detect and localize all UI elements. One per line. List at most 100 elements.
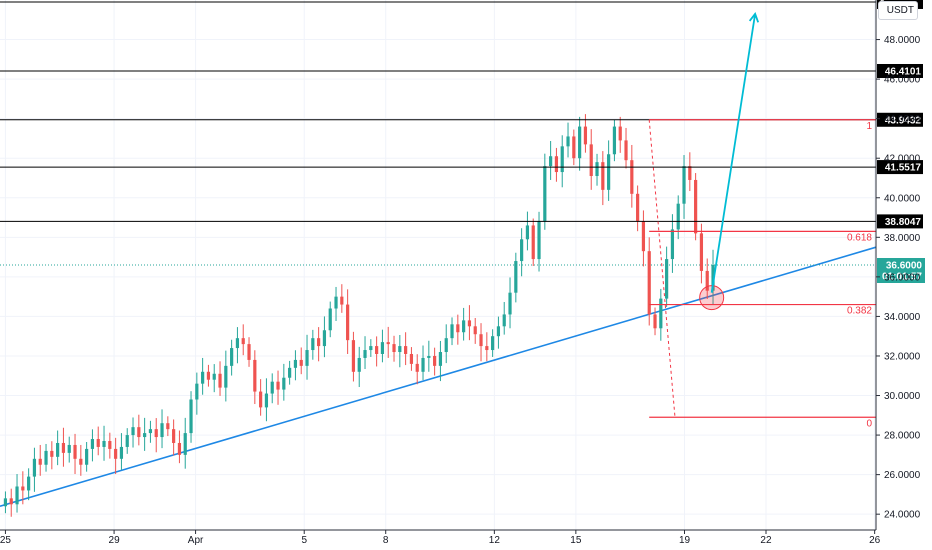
candle-body — [230, 348, 234, 366]
candle-body — [148, 429, 153, 434]
candle-body — [670, 229, 675, 260]
candle-body — [485, 346, 489, 351]
candle-body — [311, 338, 315, 351]
candle-body — [166, 423, 170, 430]
time-tick-label: 25 — [0, 535, 11, 546]
candle-body — [3, 498, 8, 507]
candle-body — [96, 439, 100, 447]
candle-body — [659, 298, 663, 329]
candle-body — [491, 336, 495, 351]
candle-body — [450, 324, 454, 339]
candle-body — [357, 357, 361, 372]
candle-body — [473, 326, 477, 335]
candle-body — [299, 359, 303, 366]
time-tick-label: 8 — [383, 535, 389, 546]
candle-body — [705, 270, 709, 291]
candle-body — [224, 365, 228, 388]
candle-body — [143, 433, 147, 438]
fibonacci-layer: 1 0.618 0.382 0 — [648, 119, 876, 429]
price-tick-label: 44.0000 — [884, 114, 921, 125]
candle-body — [15, 486, 19, 505]
candle-body — [351, 340, 356, 372]
candle-body — [694, 179, 698, 234]
price-tick-label: 36.0000 — [884, 272, 921, 283]
projection-layer — [710, 11, 760, 293]
candle-body — [44, 450, 48, 465]
resistance-tag-bg — [877, 63, 923, 78]
candle-body — [218, 373, 222, 388]
resistance-lines-layer: 446.410143.943241.551738.804736.600001:0… — [0, 0, 925, 283]
price-axis[interactable]: 24.0000 26.0000 28.0000 30.0000 32.0000 34.00… — [875, 0, 921, 530]
candle-body — [409, 353, 414, 364]
candle-body — [421, 357, 425, 372]
candle-body — [566, 136, 570, 147]
candle-body — [641, 221, 646, 252]
candle-body — [340, 296, 344, 305]
candle-body — [241, 338, 245, 345]
candle-body — [549, 156, 553, 167]
candle-body — [682, 166, 686, 204]
time-tick-label: 15 — [570, 535, 582, 546]
time-tick-label: 5 — [301, 535, 307, 546]
fib-level-label: 0.618 — [847, 232, 872, 243]
candle-body — [195, 383, 199, 400]
resistance-tag-bg — [877, 214, 923, 229]
candle-body — [525, 225, 530, 240]
candle-body — [282, 377, 286, 390]
candle-body — [73, 444, 77, 459]
candle-body — [79, 458, 83, 465]
price-tick-label: 38.0000 — [884, 233, 921, 244]
candle-body — [317, 338, 321, 347]
candle-body — [607, 154, 611, 190]
candle-body — [554, 156, 559, 173]
candle-body — [172, 429, 176, 443]
candle-body — [578, 126, 582, 159]
time-tick-label: 29 — [109, 535, 121, 546]
candle-body — [259, 391, 263, 408]
candle-body — [456, 324, 460, 333]
candle-body — [543, 166, 547, 222]
candle-body — [85, 448, 89, 465]
candles-layer — [3, 114, 715, 517]
candle-body — [206, 371, 211, 380]
fib-swing-line — [648, 119, 676, 418]
candle-body — [375, 346, 379, 354]
candle-body — [398, 346, 402, 353]
candle-body — [537, 221, 541, 260]
price-tick-label: 28.0000 — [884, 431, 921, 442]
currency-badge[interactable]: USDT — [878, 1, 918, 20]
candle-body — [21, 486, 25, 491]
fib-level-label: 0 — [866, 418, 872, 429]
resistance-tag: 46.4101 — [885, 66, 922, 77]
candle-body — [119, 446, 124, 459]
candle-body — [114, 448, 118, 459]
price-tick-label: 32.0000 — [884, 351, 921, 362]
price-tick-label: 48.0000 — [884, 35, 921, 46]
candle-body — [189, 399, 193, 434]
candle-body — [496, 326, 501, 337]
candle-body — [699, 233, 704, 271]
current-price-value: 36.6000 — [886, 261, 923, 272]
candle-body — [276, 381, 280, 390]
candle-body — [137, 427, 141, 438]
candle-body — [665, 259, 669, 299]
candle-body — [636, 193, 640, 222]
resistance-tag-bg — [877, 112, 923, 127]
candle-body — [264, 393, 269, 408]
candle-body — [462, 320, 466, 333]
price-tick-label: 30.0000 — [884, 391, 921, 402]
time-axis[interactable]: 25 29 Apr 5 8 12 15 19 22 26 — [0, 529, 881, 546]
projection-arrow-line — [710, 13, 757, 293]
candle-body — [589, 144, 593, 177]
chart-grid — [0, 0, 876, 530]
candle-body — [346, 304, 350, 341]
candle-body — [531, 225, 535, 260]
candle-body — [38, 458, 42, 465]
price-tick-label: 34.0000 — [884, 312, 921, 323]
candle-body — [212, 373, 216, 380]
candle-body — [108, 441, 112, 449]
candle-body — [647, 251, 651, 315]
candle-body — [201, 371, 205, 384]
candle-body — [369, 346, 373, 351]
